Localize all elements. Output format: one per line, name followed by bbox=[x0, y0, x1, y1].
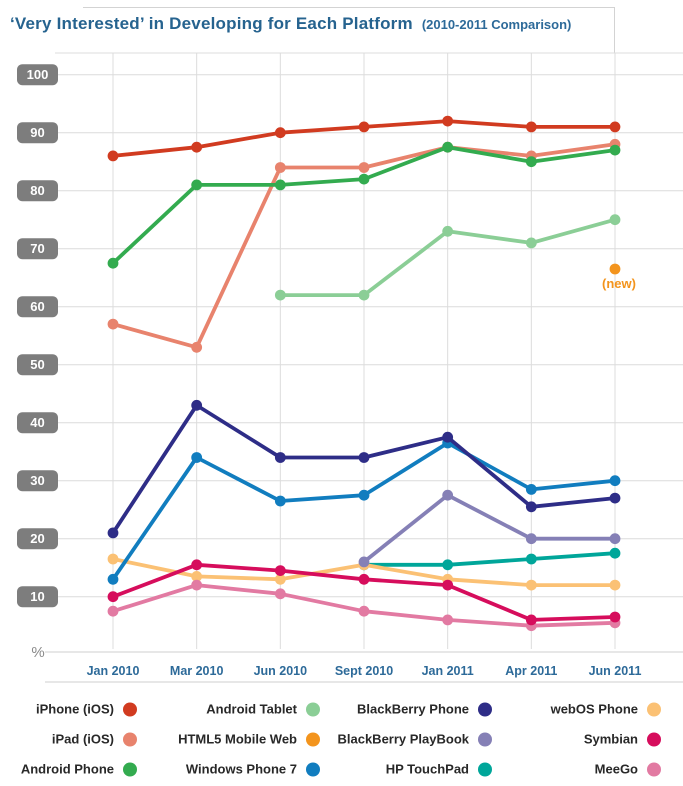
data-point bbox=[358, 489, 370, 501]
y-axis-pill bbox=[17, 354, 58, 376]
data-point bbox=[442, 141, 454, 153]
frame-right-line bbox=[614, 7, 615, 53]
data-point bbox=[358, 162, 370, 173]
data-point bbox=[274, 127, 286, 139]
data-point bbox=[191, 179, 203, 191]
data-point bbox=[358, 452, 370, 463]
data-point bbox=[274, 179, 286, 191]
y-tick-label: 40 bbox=[30, 415, 44, 430]
data-point bbox=[442, 115, 454, 127]
data-point bbox=[107, 318, 119, 330]
data-point bbox=[358, 573, 370, 585]
y-tick-label: 50 bbox=[30, 357, 44, 372]
data-point bbox=[525, 156, 537, 168]
y-tick-label: 100 bbox=[27, 67, 49, 82]
data-point bbox=[107, 527, 119, 539]
data-point bbox=[442, 431, 454, 443]
chart-subtitle: (2010-2011 Comparison) bbox=[421, 17, 572, 32]
data-point bbox=[525, 121, 537, 133]
x-tick-label: Apr 2011 bbox=[505, 664, 557, 678]
data-point bbox=[609, 475, 621, 487]
percent-axis-symbol: % bbox=[31, 644, 44, 661]
annotation-new-label: (new) bbox=[602, 276, 636, 291]
data-point bbox=[358, 289, 370, 301]
y-tick-label: 30 bbox=[30, 473, 44, 488]
y-tick-label: 20 bbox=[30, 531, 44, 546]
y-axis-pill bbox=[17, 64, 58, 86]
data-point bbox=[191, 571, 203, 582]
y-tick-label: 90 bbox=[30, 125, 44, 140]
data-point bbox=[191, 579, 203, 591]
data-point bbox=[274, 289, 286, 301]
data-point bbox=[191, 341, 203, 353]
series-line bbox=[362, 551, 617, 567]
data-point bbox=[107, 150, 119, 162]
data-point bbox=[525, 501, 537, 513]
data-point bbox=[442, 225, 454, 237]
data-point bbox=[525, 484, 537, 495]
data-point bbox=[274, 162, 286, 173]
data-point bbox=[525, 614, 537, 626]
data-point bbox=[191, 399, 203, 411]
data-point bbox=[358, 173, 370, 185]
y-axis-pill bbox=[17, 470, 58, 492]
data-point bbox=[107, 591, 119, 603]
x-tick-label: Jun 2010 bbox=[254, 664, 308, 678]
data-point bbox=[525, 579, 537, 591]
data-point bbox=[274, 565, 286, 576]
data-point bbox=[191, 559, 203, 571]
data-point bbox=[274, 495, 286, 507]
data-point bbox=[107, 605, 119, 617]
data-point bbox=[274, 573, 286, 585]
data-point bbox=[358, 556, 370, 568]
data-point bbox=[609, 547, 621, 559]
data-point bbox=[358, 121, 370, 133]
data-point bbox=[609, 533, 621, 545]
data-point bbox=[609, 492, 621, 504]
data-point bbox=[525, 237, 537, 249]
y-axis-pill bbox=[17, 412, 58, 434]
x-tick-label: Jan 2011 bbox=[422, 664, 474, 678]
data-point bbox=[107, 573, 119, 585]
y-axis-pill bbox=[17, 528, 58, 550]
data-point bbox=[107, 257, 119, 269]
data-point bbox=[442, 579, 454, 591]
chart-title: ‘Very Interested’ in Developing for Each… bbox=[10, 14, 413, 33]
x-tick-label: Jun 2011 bbox=[589, 664, 642, 678]
data-point bbox=[442, 559, 454, 571]
data-point bbox=[442, 614, 454, 626]
frame-top-line bbox=[83, 7, 614, 8]
data-point bbox=[274, 588, 286, 600]
data-point bbox=[609, 611, 621, 623]
data-point bbox=[107, 553, 119, 565]
y-tick-label: 70 bbox=[30, 241, 44, 256]
y-axis-pill bbox=[17, 586, 58, 608]
y-axis-pill bbox=[17, 122, 58, 144]
y-axis-pill bbox=[17, 180, 58, 202]
data-point bbox=[609, 144, 621, 156]
x-tick-label: Mar 2010 bbox=[170, 664, 224, 678]
data-point bbox=[609, 121, 621, 133]
data-point bbox=[609, 214, 621, 226]
series-line bbox=[362, 493, 617, 564]
data-point bbox=[274, 452, 286, 463]
data-point bbox=[358, 605, 370, 617]
x-tick-label: Jan 2010 bbox=[87, 664, 140, 678]
data-point bbox=[609, 263, 621, 275]
y-axis-pill bbox=[17, 238, 58, 260]
y-tick-label: 80 bbox=[30, 183, 44, 198]
y-axis-pill bbox=[17, 296, 58, 318]
y-tick-label: 10 bbox=[30, 589, 44, 604]
data-point bbox=[442, 489, 454, 501]
data-point bbox=[609, 579, 621, 591]
data-point bbox=[191, 141, 203, 153]
data-point bbox=[525, 533, 537, 545]
y-tick-label: 60 bbox=[30, 299, 44, 314]
data-point bbox=[191, 452, 203, 463]
x-tick-label: Sept 2010 bbox=[335, 664, 393, 678]
chart-header: ‘Very Interested’ in Developing for Each… bbox=[10, 14, 571, 34]
data-point bbox=[525, 553, 537, 565]
